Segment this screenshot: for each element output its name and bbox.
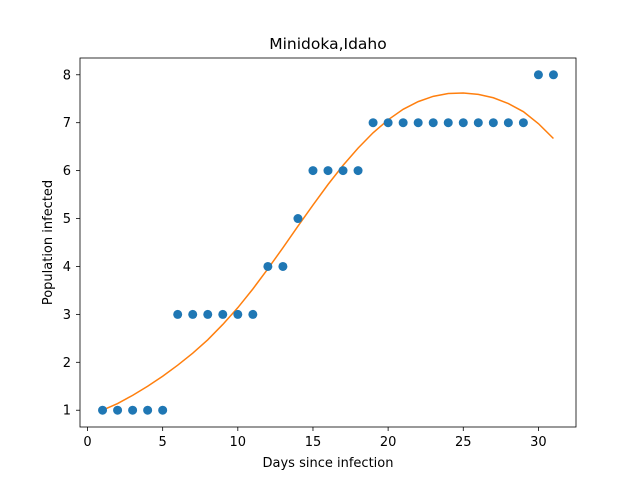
scatter-point bbox=[428, 118, 438, 128]
chart-title: Minidoka,Idaho bbox=[269, 35, 386, 53]
y-tick-label: 8 bbox=[63, 68, 71, 83]
scatter-point bbox=[248, 309, 258, 319]
scatter-point bbox=[338, 166, 348, 176]
y-tick-label: 4 bbox=[63, 260, 71, 275]
fit-line bbox=[102, 92, 554, 411]
y-tick-label: 5 bbox=[63, 212, 71, 227]
scatter-point bbox=[368, 118, 378, 128]
scatter-point bbox=[548, 70, 558, 80]
scatter-point bbox=[173, 309, 183, 319]
y-tick-label: 3 bbox=[63, 308, 71, 323]
scatter-point bbox=[398, 118, 408, 128]
x-tick-label: 25 bbox=[455, 435, 472, 450]
scatter-point bbox=[218, 309, 228, 319]
scatter-point bbox=[458, 118, 468, 128]
y-axis-ticks: 1 2 3 4 5 6 7 8 bbox=[63, 68, 80, 419]
scatter-point bbox=[488, 118, 498, 128]
scatter-point bbox=[413, 118, 423, 128]
scatter-point bbox=[308, 166, 318, 176]
scatter-point bbox=[203, 309, 213, 319]
scatter-point bbox=[383, 118, 393, 128]
scatter-point bbox=[443, 118, 453, 128]
scatter-points bbox=[98, 70, 558, 415]
scatter-point bbox=[188, 309, 198, 319]
x-tick-label: 10 bbox=[230, 435, 247, 450]
scatter-point bbox=[233, 309, 243, 319]
y-tick-label: 7 bbox=[63, 116, 71, 131]
y-tick-label: 6 bbox=[63, 164, 71, 179]
scatter-point bbox=[323, 166, 333, 176]
scatter-point bbox=[158, 405, 168, 415]
scatter-point bbox=[518, 118, 528, 128]
scatter-point bbox=[278, 261, 288, 271]
scatter-point bbox=[533, 70, 543, 80]
y-tick-label: 1 bbox=[63, 404, 71, 419]
x-tick-label: 5 bbox=[159, 435, 167, 450]
x-tick-label: 15 bbox=[305, 435, 322, 450]
scatter-point bbox=[143, 405, 153, 415]
x-tick-label: 0 bbox=[83, 435, 91, 450]
scatter-point bbox=[98, 405, 108, 415]
x-tick-label: 30 bbox=[530, 435, 547, 450]
scatter-point bbox=[128, 405, 138, 415]
x-axis-label: Days since infection bbox=[263, 456, 394, 471]
plot-frame bbox=[79, 57, 577, 428]
y-axis-label: Population infected bbox=[41, 180, 56, 305]
x-tick-label: 20 bbox=[380, 435, 397, 450]
scatter-point bbox=[473, 118, 483, 128]
y-tick-label: 2 bbox=[63, 356, 71, 371]
scatter-point bbox=[263, 261, 273, 271]
plot-area: 0 5 10 15 20 25 30 1 2 3 4 5 6 7 8 bbox=[63, 57, 577, 450]
scatter-point bbox=[113, 405, 123, 415]
scatter-point bbox=[503, 118, 513, 128]
x-axis-ticks: 0 5 10 15 20 25 30 bbox=[83, 427, 547, 450]
scatter-point bbox=[293, 214, 303, 224]
scatter-point bbox=[353, 166, 363, 176]
